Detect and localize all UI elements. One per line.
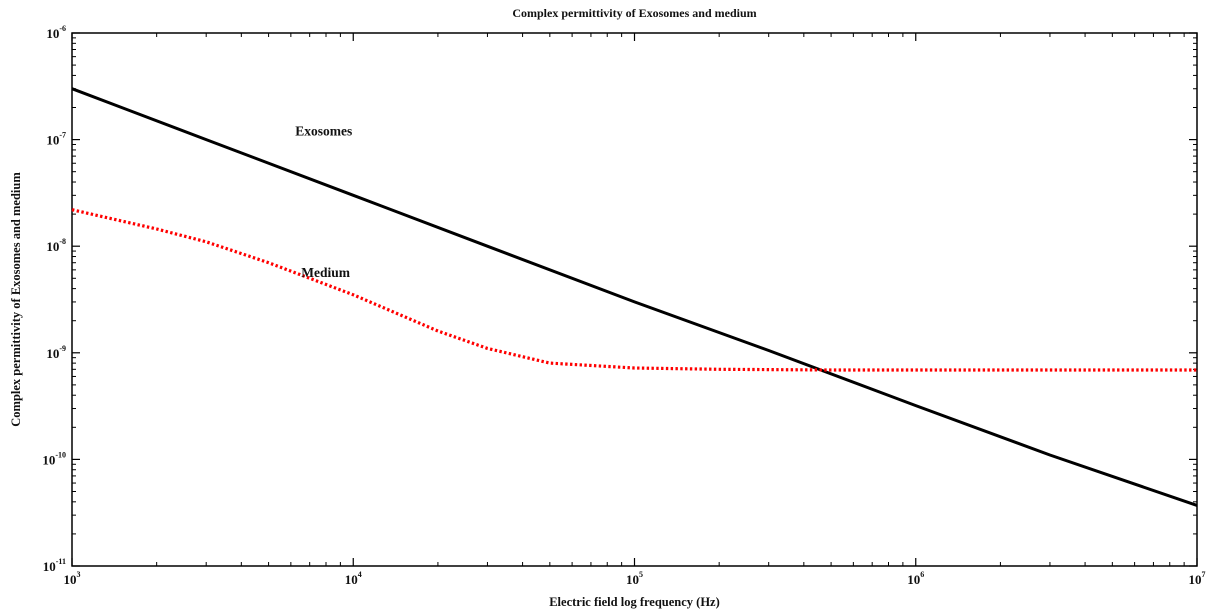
annotation-layer: Exosomes Medium bbox=[295, 124, 352, 281]
series-label-exosomes: Exosomes bbox=[295, 124, 352, 139]
y-tick-label: 10-10 bbox=[42, 450, 66, 467]
series-label-medium: Medium bbox=[301, 265, 351, 280]
y-tick-label: 10-8 bbox=[46, 237, 66, 254]
y-tick-label: 10-11 bbox=[43, 557, 66, 574]
x-tick-label: 106 bbox=[907, 570, 924, 587]
x-tick-label: 104 bbox=[345, 570, 362, 587]
axis-ticks bbox=[71, 32, 1198, 567]
x-tick-label: 103 bbox=[64, 570, 81, 587]
series-layer bbox=[71, 87, 1198, 507]
y-tick-label: 10-9 bbox=[46, 344, 66, 361]
x-axis-title: Electric field log frequency (Hz) bbox=[549, 595, 720, 609]
y-axis-title: Complex permittivity of Exosomes and med… bbox=[9, 172, 23, 427]
series-line-exosomes bbox=[71, 87, 1198, 507]
axis-tick-labels: 103 104 105 106 107 10-6 10-7 10-8 10-9 10-10 10-1… bbox=[42, 24, 1205, 587]
x-tick-label: 107 bbox=[1189, 570, 1206, 587]
x-tick-label: 105 bbox=[626, 570, 643, 587]
y-tick-label: 10-7 bbox=[46, 131, 66, 148]
plot-frame bbox=[71, 32, 1198, 567]
series-line-medium bbox=[71, 208, 1197, 372]
chart-title: Complex permittivity of Exosomes and med… bbox=[512, 6, 756, 20]
y-tick-label: 10-6 bbox=[46, 24, 66, 41]
